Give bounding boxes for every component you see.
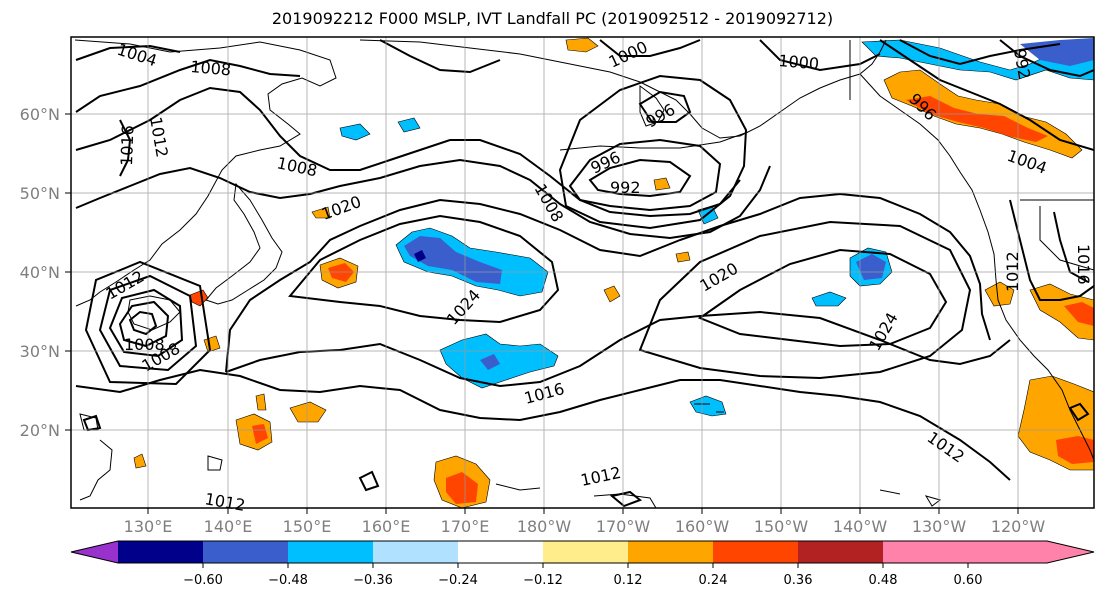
lon-label: 140°W xyxy=(833,517,888,536)
colorbar-tick-label: 0.12 xyxy=(614,573,643,588)
lon-label: 120°W xyxy=(991,517,1046,536)
lon-label: 150°W xyxy=(754,517,809,536)
isobar-label: 1008 xyxy=(190,57,232,79)
isobar-label: 1012 xyxy=(1003,251,1022,292)
isobar-label: 1012 xyxy=(203,489,246,515)
isobar-label: 1008 xyxy=(124,335,165,354)
isobar-label: 992 xyxy=(610,178,641,197)
isobar-label: 1020 xyxy=(319,192,364,224)
colorbar-tick-label: −0.48 xyxy=(268,573,308,588)
isobar-label: 1012 xyxy=(146,115,172,158)
lat-label: 40°N xyxy=(20,263,60,282)
colorbar-tick-label: 0.60 xyxy=(954,573,983,588)
colorbar-segment xyxy=(203,541,288,563)
colorbar-segment xyxy=(883,541,1094,563)
isobar-label: 1004 xyxy=(115,40,160,71)
lat-label: 60°N xyxy=(20,105,60,124)
lon-label: 130°W xyxy=(912,517,967,536)
lon-label: 180°W xyxy=(517,517,572,536)
longitude-axis: 130°E 140°E 150°E 160°E 170°E 180°W 170°… xyxy=(124,508,1046,536)
colorbar-tick-label: 0.36 xyxy=(784,573,813,588)
lon-label: 150°E xyxy=(283,517,332,536)
colorbar-tick-label: −0.12 xyxy=(523,573,563,588)
colorbar-segment xyxy=(118,541,203,563)
colorbar-segment xyxy=(543,541,628,563)
isobar-label: 1016 xyxy=(117,125,137,166)
isobar-label: 1024 xyxy=(443,286,484,329)
isobar-label: 1012 xyxy=(579,463,623,490)
isobar-label: 1000 xyxy=(606,37,651,71)
graticule xyxy=(71,37,1094,508)
isobar-label: 1016 xyxy=(1074,244,1093,285)
colorbar-segment xyxy=(628,541,713,563)
colorbar-tick-label: 0.48 xyxy=(869,573,898,588)
lat-label: 50°N xyxy=(20,184,60,203)
colorbar-segment xyxy=(373,541,458,563)
colorbar-segment xyxy=(458,541,543,563)
isobar-label: 996 xyxy=(643,100,679,132)
coastlines xyxy=(74,39,1094,508)
colorbar-outline xyxy=(70,540,1095,564)
colorbar-segment xyxy=(71,541,118,563)
colorbar-tick-label: 0.24 xyxy=(699,573,728,588)
colorbar-tick-label: −0.24 xyxy=(438,573,478,588)
lon-label: 140°E xyxy=(204,517,253,536)
lon-label: 130°E xyxy=(124,517,173,536)
isobar-label: 1012 xyxy=(924,428,968,467)
colorbar-tick-label: −0.60 xyxy=(183,573,223,588)
colorbar: −0.60 −0.48 −0.36 −0.24 −0.12 0.12 0.24 … xyxy=(70,540,1095,588)
latitude-axis: 60°N 50°N 40°N 30°N 20°N xyxy=(20,105,71,440)
colorbar-segment xyxy=(713,541,798,563)
colorbar-segment xyxy=(798,541,883,563)
lon-label: 160°E xyxy=(362,517,411,536)
lon-label: 170°W xyxy=(596,517,651,536)
isobar-label: 996 xyxy=(588,147,624,177)
map-title: 2019092212 F000 MSLP, IVT Landfall PC (2… xyxy=(271,9,834,28)
isobar-label: 1020 xyxy=(697,259,742,296)
lat-label: 20°N xyxy=(20,421,60,440)
colorbar-segment xyxy=(288,541,373,563)
lat-label: 30°N xyxy=(20,342,60,361)
colorbar-tick-label: −0.36 xyxy=(353,573,393,588)
isobar-label: 1008 xyxy=(275,153,319,180)
isobar-label: 1000 xyxy=(778,51,820,73)
isobar-label: 1004 xyxy=(1005,146,1050,178)
lon-label: 160°W xyxy=(675,517,730,536)
isobar-label: 1008 xyxy=(531,181,568,226)
lon-label: 170°E xyxy=(441,517,490,536)
